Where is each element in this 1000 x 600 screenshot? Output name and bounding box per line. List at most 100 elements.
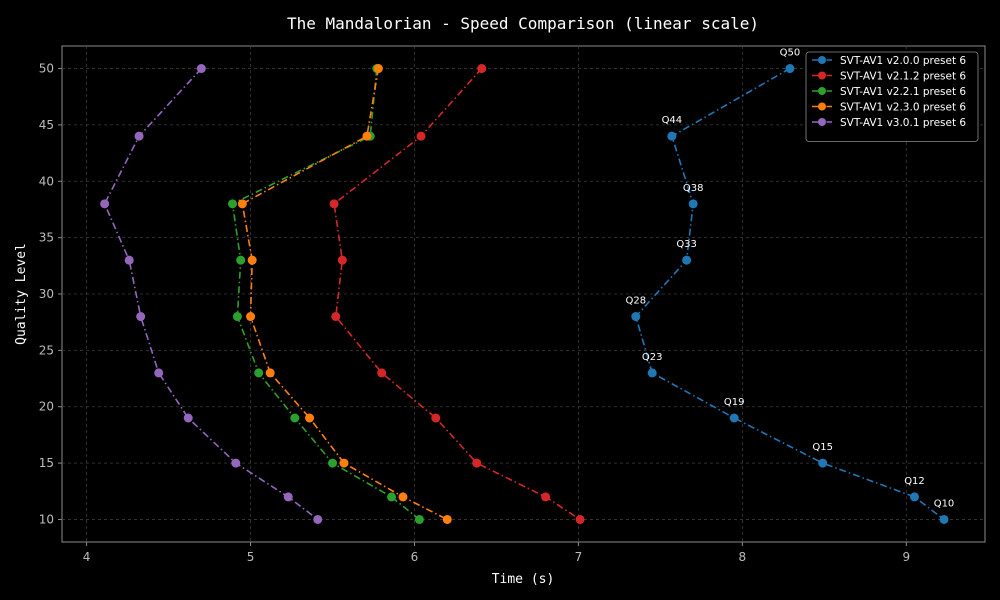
data-point bbox=[254, 368, 264, 378]
data-point bbox=[414, 514, 424, 524]
y-tick-label: 40 bbox=[39, 174, 54, 188]
series-3 bbox=[228, 64, 424, 524]
data-point bbox=[729, 413, 739, 423]
data-point bbox=[472, 458, 482, 468]
data-point bbox=[910, 492, 920, 502]
point-annotation: Q38 bbox=[683, 183, 704, 194]
data-point bbox=[541, 492, 551, 502]
legend: SVT-AV1 v2.0.0 preset 6 SVT-AV1 v2.1.2 pr… bbox=[805, 51, 979, 142]
data-point bbox=[431, 413, 441, 423]
data-point bbox=[785, 64, 795, 74]
data-point bbox=[339, 458, 349, 468]
data-point bbox=[183, 413, 193, 423]
data-point bbox=[373, 64, 383, 74]
x-axis-label: Time (s) bbox=[492, 572, 555, 587]
data-point bbox=[667, 131, 677, 141]
point-annotation: Q10 bbox=[934, 498, 955, 509]
data-point bbox=[265, 368, 275, 378]
y-tick-label: 15 bbox=[39, 456, 54, 470]
series-line bbox=[103, 67, 319, 521]
x-tick-label: 7 bbox=[575, 550, 583, 564]
y-axis-label: Quality Level bbox=[14, 243, 29, 345]
data-point bbox=[247, 255, 257, 265]
point-annotation: Q23 bbox=[642, 352, 663, 363]
data-point bbox=[236, 255, 246, 265]
annotation-layer: Q50 Q44 Q38 Q33 Q28 Q23 Q19 Q15 Q12 Q10 bbox=[625, 48, 954, 510]
data-point bbox=[196, 64, 206, 74]
x-tick-label: 8 bbox=[739, 550, 747, 564]
y-tick-label: 50 bbox=[39, 62, 54, 76]
data-point bbox=[442, 514, 452, 524]
data-point bbox=[228, 199, 238, 209]
legend-entry: SVT-AV1 v2.2.1 preset 6 bbox=[840, 86, 966, 98]
data-point bbox=[682, 255, 692, 265]
data-point bbox=[231, 458, 241, 468]
data-point bbox=[124, 255, 134, 265]
data-point bbox=[575, 514, 585, 524]
legend-box bbox=[805, 51, 979, 142]
series-line bbox=[333, 67, 581, 521]
data-point bbox=[337, 255, 347, 265]
point-annotation: Q50 bbox=[780, 48, 801, 59]
data-point bbox=[136, 312, 146, 322]
data-point bbox=[818, 458, 828, 468]
data-point bbox=[477, 64, 487, 74]
series-2 bbox=[329, 64, 585, 524]
data-point bbox=[331, 312, 341, 322]
series-line bbox=[241, 68, 448, 521]
point-annotation: Q15 bbox=[812, 442, 833, 453]
data-point bbox=[688, 199, 698, 209]
legend-marker bbox=[818, 87, 826, 95]
x-tick-label: 5 bbox=[247, 550, 255, 564]
y-tick-label: 10 bbox=[39, 512, 54, 526]
data-point bbox=[647, 368, 657, 378]
y-tick-label: 45 bbox=[39, 118, 54, 132]
y-tick-label: 30 bbox=[39, 287, 54, 301]
data-point bbox=[377, 368, 387, 378]
legend-entry: SVT-AV1 v2.3.0 preset 6 bbox=[840, 101, 966, 113]
point-annotation: Q28 bbox=[625, 296, 646, 307]
point-annotation: Q19 bbox=[724, 397, 745, 408]
data-point bbox=[328, 458, 338, 468]
point-annotation: Q33 bbox=[676, 239, 697, 250]
y-tick-label: 25 bbox=[39, 343, 54, 357]
data-point bbox=[134, 131, 144, 141]
data-point bbox=[237, 199, 247, 209]
data-point bbox=[290, 413, 300, 423]
series-layer bbox=[100, 64, 949, 524]
data-point bbox=[305, 413, 315, 423]
data-point bbox=[154, 368, 164, 378]
legend-marker bbox=[818, 56, 826, 64]
data-point bbox=[362, 131, 372, 141]
data-point bbox=[100, 199, 110, 209]
data-point bbox=[232, 312, 242, 322]
series-line bbox=[634, 67, 945, 521]
legend-marker bbox=[818, 71, 826, 80]
legend-entry: SVT-AV1 v2.0.0 preset 6 bbox=[840, 55, 966, 67]
data-point bbox=[329, 199, 339, 209]
y-tick-label: 35 bbox=[39, 231, 54, 245]
series-1 bbox=[631, 64, 949, 524]
data-point bbox=[939, 514, 949, 524]
legend-entry: SVT-AV1 v3.0.1 preset 6 bbox=[840, 117, 966, 129]
legend-entry: SVT-AV1 v2.1.2 preset 6 bbox=[840, 70, 966, 82]
x-tick-label: 9 bbox=[902, 550, 910, 564]
x-tick-label: 4 bbox=[83, 550, 91, 564]
data-point bbox=[283, 492, 293, 502]
x-tick-label: 6 bbox=[411, 550, 419, 564]
data-point bbox=[313, 514, 323, 524]
data-point bbox=[246, 312, 256, 322]
series-4 bbox=[237, 64, 452, 524]
data-point bbox=[416, 131, 426, 141]
legend-marker bbox=[818, 118, 826, 126]
point-annotation: Q12 bbox=[904, 476, 925, 487]
point-annotation: Q44 bbox=[662, 115, 683, 126]
legend-marker bbox=[818, 102, 826, 111]
series-line bbox=[231, 68, 420, 521]
data-point bbox=[387, 492, 397, 502]
series-5 bbox=[100, 64, 323, 524]
data-point bbox=[631, 312, 641, 322]
chart-title: The Mandalorian - Speed Comparison (line… bbox=[287, 14, 759, 33]
